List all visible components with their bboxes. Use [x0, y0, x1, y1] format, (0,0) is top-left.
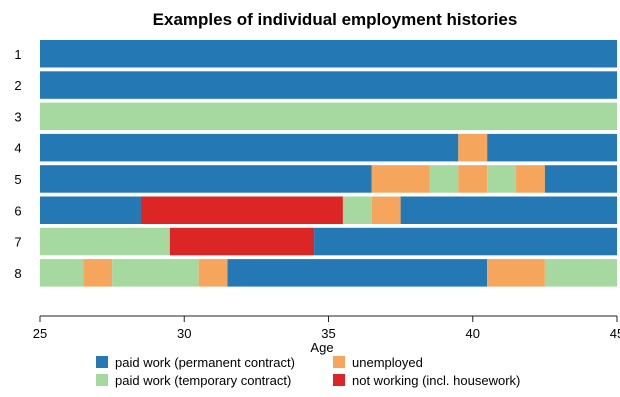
- x-tick-label: 40: [466, 326, 480, 341]
- row-label: 2: [14, 78, 21, 93]
- timeline-segment-temp: [487, 165, 517, 193]
- row-label: 6: [14, 203, 21, 218]
- timeline-segment-perm: [487, 133, 617, 162]
- legend-swatch-temp: [96, 374, 108, 386]
- x-axis-label: Age: [310, 340, 333, 355]
- timeline-segment-temp: [544, 259, 617, 287]
- legend-label-notw: not working (incl. housework): [352, 373, 520, 388]
- timeline-segment-unemp: [458, 133, 488, 162]
- timeline-segment-notw: [140, 196, 343, 224]
- timeline-segment-unemp: [458, 165, 488, 193]
- timeline-segment-temp: [40, 102, 617, 131]
- timeline-segment-temp: [112, 259, 199, 287]
- timeline-segment-unemp: [371, 196, 401, 224]
- timeline-segment-temp: [429, 165, 459, 193]
- timeline-segment-perm: [40, 71, 617, 99]
- legend-label-unemp: unemployed: [352, 355, 423, 370]
- row-label: 4: [14, 141, 21, 156]
- timeline-segment-perm: [544, 165, 617, 193]
- timeline-segment-unemp: [487, 259, 545, 287]
- timeline-segment-temp: [40, 227, 170, 256]
- timeline-segment-notw: [169, 227, 315, 256]
- legend: paid work (permanent contract) unemployed…: [96, 355, 520, 388]
- timeline-segment-temp: [342, 196, 372, 224]
- legend-label-temp: paid work (temporary contract): [115, 373, 291, 388]
- legend-label-perm: paid work (permanent contract): [115, 355, 295, 370]
- x-tick-label: 35: [321, 326, 335, 341]
- row-label: 5: [14, 172, 21, 187]
- row-label: 8: [14, 266, 21, 281]
- legend-swatch-notw: [333, 374, 345, 386]
- timeline-segment-perm: [40, 196, 141, 224]
- timeline-segment-unemp: [198, 259, 228, 287]
- timeline-segment-perm: [40, 40, 617, 68]
- timeline-segment-unemp: [516, 165, 545, 193]
- x-tick-label: 30: [177, 326, 191, 341]
- row-label: 1: [14, 47, 21, 62]
- x-axis: 25 30 35 40 45: [33, 315, 620, 341]
- legend-swatch-unemp: [333, 356, 345, 368]
- timeline-segment-perm: [400, 196, 617, 224]
- timeline-segment-unemp: [83, 259, 113, 287]
- timeline-segment-temp: [40, 259, 84, 287]
- timeline-segment-unemp: [371, 165, 430, 193]
- timeline-segment-perm: [40, 165, 372, 193]
- timeline-segment-perm: [40, 133, 459, 162]
- timeline-segment-perm: [314, 227, 617, 256]
- row-label: 7: [14, 235, 21, 250]
- x-tick-label: 25: [33, 326, 47, 341]
- x-tick-label: 45: [610, 326, 620, 341]
- row-label: 3: [14, 109, 21, 124]
- legend-swatch-perm: [96, 356, 108, 368]
- timeline-segment-perm: [227, 259, 488, 287]
- timeline-rows: 1 2 3 4 5 6 7 8: [14, 40, 617, 287]
- chart-title: Examples of individual employment histor…: [153, 10, 518, 29]
